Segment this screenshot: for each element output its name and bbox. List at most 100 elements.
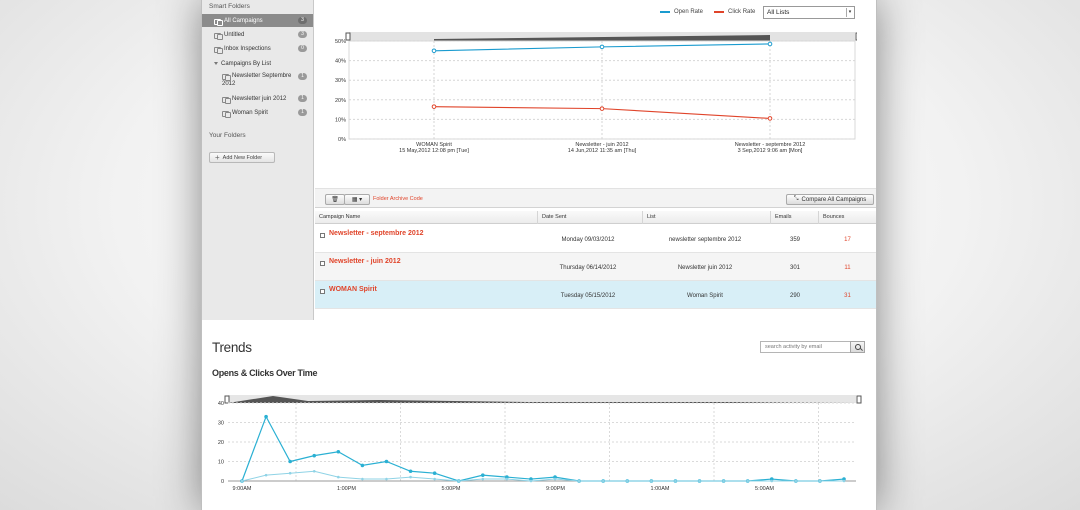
emails-cell: 290 — [789, 293, 800, 299]
navigator-handle-right — [855, 32, 857, 41]
y-tick-label: 50% — [335, 39, 346, 45]
clicks-point — [361, 477, 364, 481]
sidebar-item-label-line1: Newsletter Septembre — [232, 73, 292, 79]
opens-point — [769, 477, 774, 481]
y-tick-label: 10 — [218, 460, 224, 466]
clicks-point — [505, 477, 509, 481]
y-tick-label: 0% — [338, 137, 346, 143]
opens-point — [481, 473, 485, 477]
sidebar-item-label: Newsletter Septembre 2012 — [222, 72, 292, 88]
open-rate-point — [431, 48, 437, 54]
clicks-point — [433, 477, 436, 481]
clicks-point — [842, 479, 846, 483]
x-tick-label: 1:00AM — [651, 486, 670, 492]
list-cell: newsletter septembre 2012 — [668, 237, 742, 243]
search-icon[interactable] — [850, 341, 865, 353]
column-header-date-sent[interactable]: Date Sent — [537, 211, 642, 224]
clicks-point — [577, 479, 581, 483]
row-checkbox[interactable] — [320, 261, 325, 266]
x-tick-label: 15 May,2012 12:08 pm [Tue] — [399, 148, 469, 154]
sidebar-item-label: Woman Spirit — [232, 109, 268, 116]
search-activity-input[interactable]: search activity by email — [760, 341, 851, 353]
sidebar-item-campaigns-by-list[interactable]: Campaigns By List — [202, 57, 313, 70]
count-badge: 3 — [298, 17, 307, 24]
clicks-point — [481, 477, 485, 481]
trash-icon: 🗑 — [331, 197, 339, 203]
sidebar-item-untitled[interactable]: Untitled 3 — [202, 28, 313, 41]
count-badge: 1 — [298, 95, 307, 102]
navigator-handle-left — [345, 32, 351, 41]
folder-menu-icon: ▦ ▾ — [351, 197, 363, 203]
y-tick-label: 0 — [221, 479, 224, 485]
bounces-cell[interactable]: 11 — [844, 265, 851, 271]
column-header-bounces[interactable]: Bounces — [818, 211, 876, 224]
campaign-name-link[interactable]: Newsletter - juin 2012 — [329, 258, 401, 265]
clicks-point — [409, 475, 412, 479]
clicks-point — [529, 479, 533, 483]
plus-icon: + — [215, 152, 220, 162]
y-tick-label: 40 — [218, 401, 224, 407]
chevron-down-icon: ▾ — [846, 8, 853, 17]
table-row[interactable]: Newsletter - septembre 2012 Monday 09/03… — [315, 225, 876, 253]
row-checkbox[interactable] — [320, 289, 325, 294]
clicks-point — [722, 479, 725, 483]
sidebar-item-all-campaigns[interactable]: All Campaigns 3 — [202, 14, 313, 27]
opens-clicks-subtitle: Opens & Clicks Over Time — [212, 368, 318, 378]
y-tick-label: 40% — [335, 59, 346, 65]
folder-icon — [214, 32, 223, 40]
folder-archive-link[interactable]: Folder Archive Code — [373, 196, 423, 202]
y-tick-label: 20% — [335, 98, 346, 104]
table-row[interactable]: WOMAN Spirit Tuesday 05/15/2012 Woman Sp… — [315, 281, 876, 309]
bounces-cell[interactable]: 31 — [844, 293, 851, 299]
campaign-name-link[interactable]: WOMAN Spirit — [329, 286, 377, 293]
clicks-point — [385, 477, 388, 481]
caret-down-icon[interactable] — [214, 62, 218, 65]
opens-point — [553, 475, 557, 479]
table-row[interactable]: Newsletter - juin 2012 Thursday 06/14/20… — [315, 253, 876, 281]
clicks-point — [264, 473, 268, 477]
chart-legend: Open Rate Click Rate — [660, 9, 755, 15]
sidebar-item-label-line2: 2012 — [222, 81, 236, 87]
open-rate-point — [599, 44, 605, 50]
list-select-value: All Lists — [767, 9, 790, 16]
x-tick-label: Newsletter - septembre 2012 — [735, 142, 806, 148]
move-folder-button[interactable]: ▦ ▾ — [344, 194, 370, 205]
compare-all-campaigns-button[interactable]: ⤡ Compare All Campaigns — [786, 194, 874, 205]
clicks-point — [674, 479, 677, 483]
your-folders-heading: Your Folders — [209, 132, 246, 139]
x-tick-label: 5:00PM — [442, 486, 461, 492]
click-rate-legend-label: Click Rate — [728, 9, 756, 15]
sidebar-item-label: All Campaigns — [224, 17, 263, 24]
clicks-point — [553, 477, 557, 481]
sidebar-item-label: Inbox Inspections — [224, 45, 271, 52]
open-rate-point — [767, 41, 773, 47]
clicks-point — [770, 479, 774, 483]
x-tick-label: Newsletter - juin 2012 — [575, 142, 628, 148]
campaign-name-link[interactable]: Newsletter - septembre 2012 — [329, 230, 424, 237]
row-checkbox[interactable] — [320, 233, 325, 238]
navigator-track — [349, 32, 855, 41]
delete-button[interactable]: 🗑 — [325, 194, 345, 205]
bounces-cell[interactable]: 17 — [844, 237, 851, 243]
column-header-campaign-name[interactable]: Campaign Name — [319, 214, 361, 220]
add-new-folder-button[interactable]: + Add New Folder — [209, 152, 275, 163]
clicks-point — [746, 479, 749, 483]
opens-point — [842, 477, 846, 481]
opens-point — [264, 414, 268, 419]
sidebar-item-newsletter-septembre[interactable]: Newsletter Septembre 2012 1 — [202, 70, 313, 90]
list-filter-select[interactable]: All Lists ▾ — [763, 6, 855, 19]
list-cell: Newsletter juin 2012 — [677, 265, 733, 271]
sidebar-item-newsletter-juin[interactable]: Newsletter juin 2012 1 — [202, 92, 313, 105]
opens-clicks-chart: 40 30 20 10 0 9:00AM 1:00PM 5:00PM 9:00PM 1:00AM 5… — [218, 395, 862, 492]
clicks-point — [312, 469, 316, 473]
column-header-emails[interactable]: Emails — [770, 211, 818, 224]
sidebar-item-inbox-inspections[interactable]: Inbox Inspections 0 — [202, 42, 313, 55]
sidebar-item-woman-spirit[interactable]: Woman Spirit 1 — [202, 106, 313, 119]
y-tick-label: 30% — [335, 78, 346, 84]
y-tick-label: 20 — [218, 440, 224, 446]
clicks-point — [818, 479, 822, 483]
campaign-toolbar: 🗑 ▦ ▾ Folder Archive Code ⤡ Compare All … — [315, 188, 876, 208]
folder-icon — [222, 96, 231, 104]
column-header-list[interactable]: List — [642, 211, 770, 224]
